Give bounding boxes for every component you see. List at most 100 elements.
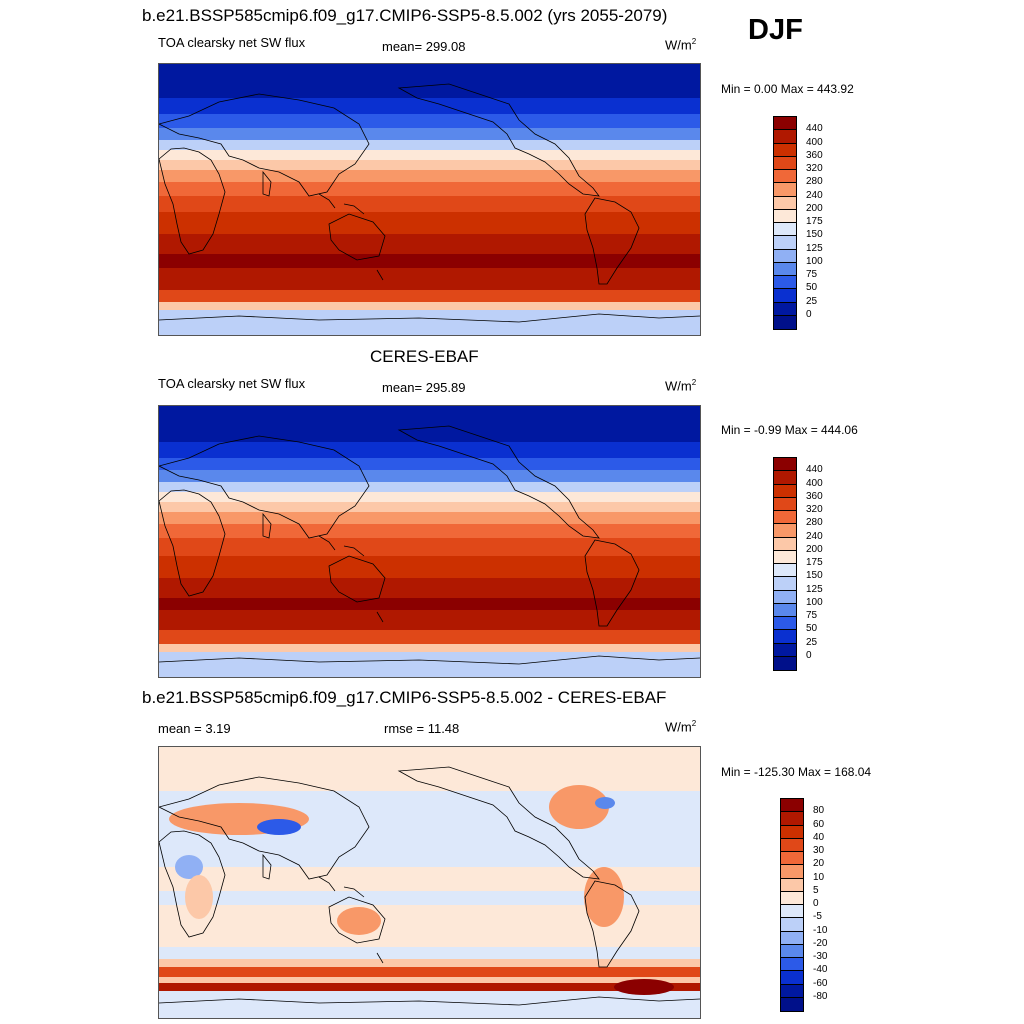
- panel1-colorbar-tick-label: 400: [806, 136, 823, 148]
- panel2-colorbar-swatch: [774, 630, 796, 644]
- panel3-colorbar-tick-label: -60: [813, 977, 828, 989]
- panel1-colorbar-tick-label: 25: [806, 295, 818, 307]
- panel1-colorbar-tick-label: 75: [806, 269, 818, 280]
- panel2-colorbar-tick-label: 200: [806, 543, 823, 555]
- panel3-colorbar-swatch: [781, 944, 803, 958]
- panel1-colorbar-swatch: [774, 130, 796, 144]
- panel2-colorbar-swatch: [774, 484, 796, 498]
- panel2-colorbar-tick-label: 280: [806, 517, 823, 529]
- panel3-colorbar-tick-label: 30: [813, 845, 825, 856]
- panel2-colorbar-swatch: [774, 524, 796, 538]
- panel1-colorbar-swatch: [774, 183, 796, 197]
- panel1-minmax: Min = 0.00 Max = 443.92: [721, 82, 854, 96]
- panel1-colorbar-swatch: [774, 170, 796, 184]
- panel3-colorbar-tick-label: -10: [813, 924, 828, 936]
- panel2-colorbar-tick-label: 360: [806, 490, 823, 502]
- panel2-colorbar-swatch: [774, 537, 796, 551]
- panel2-colorbar-swatch: [774, 643, 796, 657]
- panel3-colorbar-tick-label: -20: [813, 937, 828, 949]
- panel1-colorbar-tick-label: 240: [806, 189, 823, 201]
- panel3-colorbar-tick-label: 60: [813, 818, 825, 830]
- panel2-colorbar-tick-label: 320: [806, 504, 823, 515]
- panel2-colorbar-swatch: [774, 497, 796, 511]
- panel1-colorbar-tick-label: 440: [806, 123, 823, 135]
- panel3-colorbar-swatch: [781, 971, 803, 985]
- panel2-colorbar-swatch: [774, 603, 796, 617]
- season-label: DJF: [748, 14, 803, 46]
- panel3-colorbar-swatch: [781, 905, 803, 919]
- panel2-colorbar-tick-label: 50: [806, 623, 818, 635]
- panel3-colorbar-swatch: [781, 918, 803, 932]
- panel1-colorbar-swatch: [774, 209, 796, 223]
- panel2-colorbar-swatch: [774, 511, 796, 525]
- panel3-colorbar-swatch: [781, 838, 803, 852]
- panel2-mean-label: mean= 295.89: [382, 380, 466, 395]
- panel1-variable-label: TOA clearsky net SW flux: [158, 35, 306, 50]
- panel3-colorbar-swatch: [781, 825, 803, 839]
- panel1-colorbar-tick-label: 320: [806, 163, 823, 174]
- panel1-title: b.e21.BSSP585cmip6.f09_g17.CMIP6-SSP5-8.…: [142, 6, 668, 25]
- panel3-colorbar-swatch: [781, 878, 803, 892]
- panel3-colorbar-tick-label: -5: [813, 911, 822, 923]
- panel3-colorbar-tick-label: 40: [813, 831, 825, 843]
- panel1-colorbar-swatch: [774, 196, 796, 210]
- panel3-colorbar-tick-label: 0: [813, 898, 819, 909]
- panel3-colorbar-swatch: [781, 852, 803, 866]
- panel2-colorbar-swatch: [774, 617, 796, 631]
- panel2-colorbar-swatch: [774, 471, 796, 485]
- panel1-colorbar-tick-label: 125: [806, 242, 823, 254]
- panel1-colorbar-tick-label: 200: [806, 202, 823, 214]
- panel2-colorbar-tick-label: 25: [806, 636, 818, 648]
- panel3-rmse-label: rmse = 11.48: [384, 721, 460, 736]
- panel2-colorbar-swatch: [774, 564, 796, 578]
- panel1-colorbar-tick-label: 280: [806, 176, 823, 188]
- panel1-colorbar-swatch: [774, 156, 796, 170]
- panel3-colorbar-tick-label: 5: [813, 884, 819, 896]
- panel3-colorbar-swatch: [781, 799, 803, 813]
- panel2-colorbar: [773, 457, 797, 671]
- panel2-colorbar-tick-label: 0: [806, 649, 812, 661]
- panel3-colorbar: [780, 798, 804, 1012]
- panel1-colorbar-tick-label: 0: [806, 308, 812, 320]
- panel2-colorbar-swatch: [774, 550, 796, 564]
- panel2-map: [158, 405, 701, 678]
- panel3-colorbar-swatch: [781, 984, 803, 998]
- panel3-units: W/m2: [665, 719, 697, 735]
- panel1-colorbar-tick-label: 100: [806, 255, 823, 267]
- panel1-colorbar-swatch: [774, 315, 796, 329]
- panel1-colorbar-tick-label: 50: [806, 282, 818, 294]
- panel3-colorbar-swatch: [781, 812, 803, 826]
- panel2-colorbar-tick-label: 125: [806, 583, 823, 595]
- panel3-mean-label: mean = 3.19: [158, 721, 231, 736]
- panel1-colorbar-tick-label: 175: [806, 216, 823, 227]
- panel1-colorbar-swatch: [774, 249, 796, 263]
- panel3-colorbar-swatch: [781, 865, 803, 879]
- panel3-colorbar-swatch: [781, 891, 803, 905]
- panel1-colorbar-swatch: [774, 289, 796, 303]
- panel2-minmax: Min = -0.99 Max = 444.06: [721, 423, 858, 437]
- panel1-colorbar-swatch: [774, 223, 796, 237]
- panel1-colorbar-ticks: 440 400 360 320 280 240 200 175 150 125 100 75 50 25 0: [806, 116, 846, 328]
- panel3-colorbar-swatch: [781, 958, 803, 972]
- panel1-colorbar-swatch: [774, 117, 796, 131]
- panel3-title: b.e21.BSSP585cmip6.f09_g17.CMIP6-SSP5-8.…: [142, 688, 667, 707]
- panel1-colorbar-swatch: [774, 276, 796, 290]
- panel2-units: W/m2: [665, 378, 697, 394]
- panel2-colorbar-swatch: [774, 590, 796, 604]
- panel3-colorbar-tick-label: -80: [813, 990, 828, 1002]
- panel2-colorbar-tick-label: 75: [806, 610, 818, 621]
- panel2-colorbar-ticks: 440 400 360 320 280 240 200 175 150 125 100 75 50 25 0: [806, 457, 846, 669]
- panel1-colorbar: [773, 116, 797, 330]
- panel1-colorbar-swatch: [774, 302, 796, 316]
- panel3-colorbar-tick-label: 20: [813, 858, 825, 870]
- panel3-colorbar-swatch: [781, 931, 803, 945]
- panel3-minmax: Min = -125.30 Max = 168.04: [721, 765, 872, 779]
- panel3-colorbar-tick-label: 10: [813, 871, 825, 883]
- panel2-colorbar-tick-label: 240: [806, 530, 823, 542]
- panel2-variable-label: TOA clearsky net SW flux: [158, 376, 306, 391]
- panel3-colorbar-tick-label: -40: [813, 964, 828, 976]
- panel2-colorbar-tick-label: 150: [806, 570, 823, 582]
- panel2-colorbar-tick-label: 440: [806, 464, 823, 476]
- panel3-colorbar-swatch: [781, 997, 803, 1011]
- panel2-colorbar-tick-label: 100: [806, 596, 823, 608]
